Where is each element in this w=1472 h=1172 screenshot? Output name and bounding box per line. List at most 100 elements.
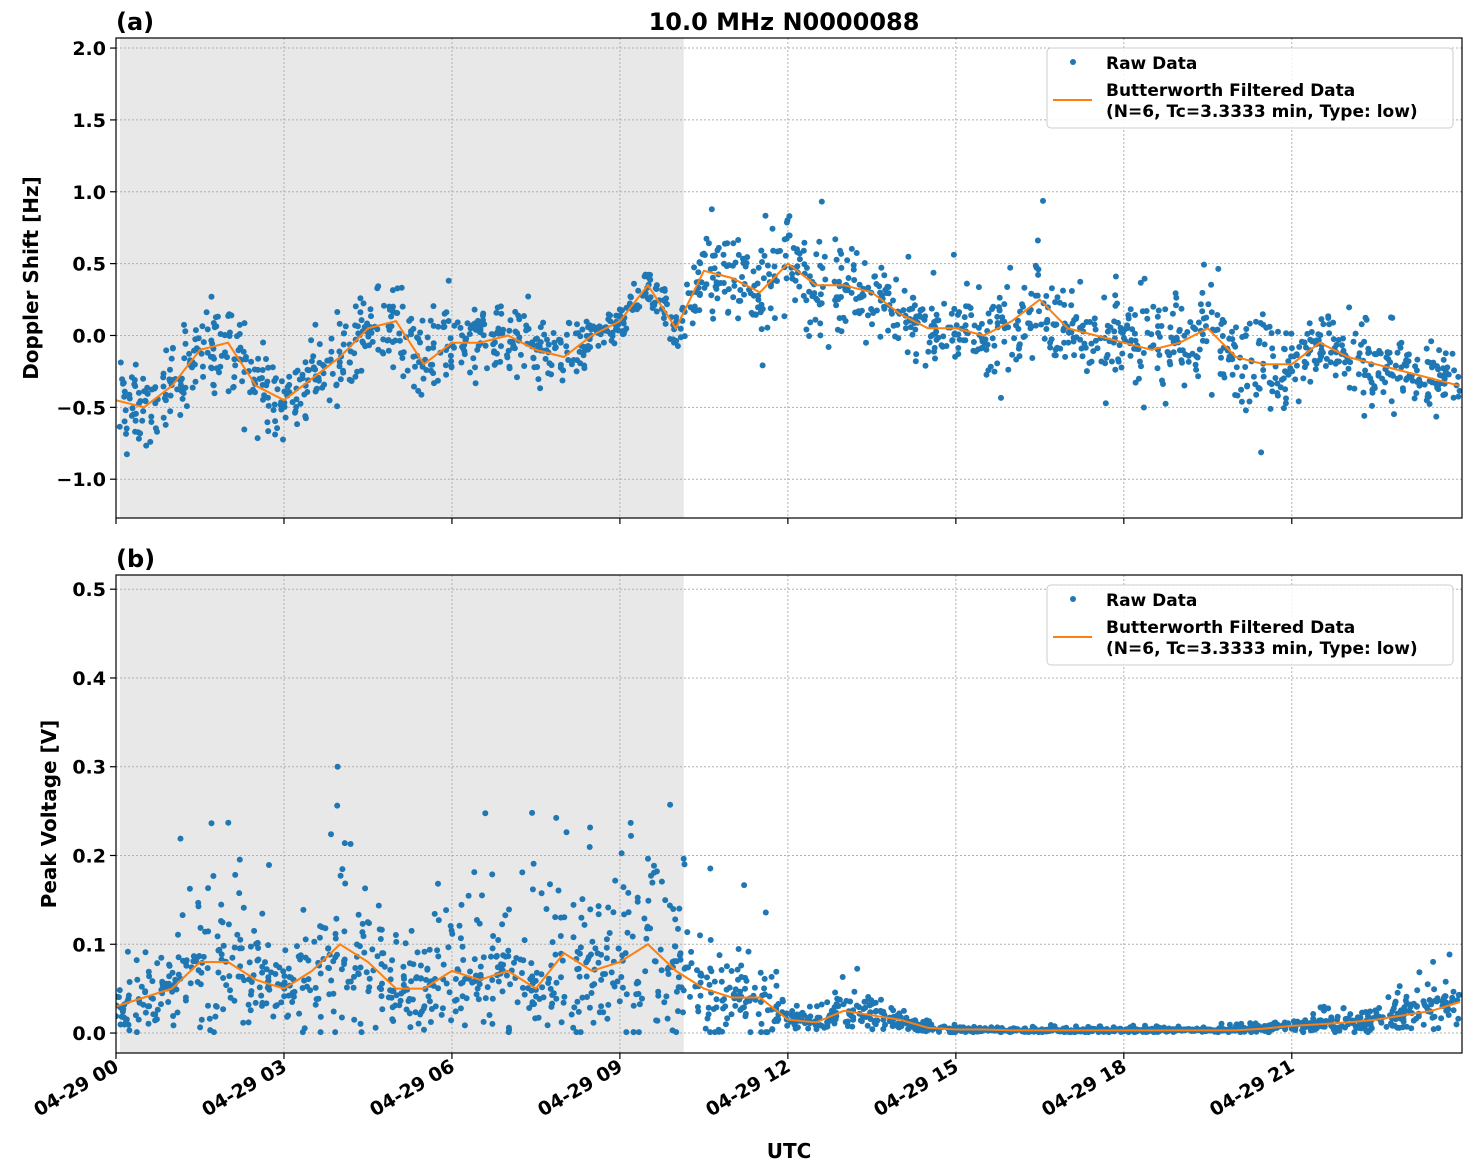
y-tick-label: 0.0 xyxy=(72,325,106,347)
raw-data-point xyxy=(504,354,511,361)
raw-data-point xyxy=(448,1017,455,1024)
raw-data-point xyxy=(798,1010,805,1017)
raw-data-point xyxy=(610,909,617,916)
raw-data-point xyxy=(724,240,731,247)
raw-data-point xyxy=(619,952,626,959)
raw-data-point xyxy=(1345,365,1352,372)
raw-data-point xyxy=(878,264,885,271)
raw-data-point xyxy=(126,1027,133,1034)
raw-data-point xyxy=(466,331,473,337)
raw-data-point xyxy=(186,885,193,892)
raw-data-point xyxy=(440,961,447,968)
raw-data-point xyxy=(560,999,567,1006)
raw-data-point xyxy=(285,965,292,972)
raw-data-point xyxy=(488,953,494,960)
raw-data-point xyxy=(870,310,877,316)
raw-data-point xyxy=(388,313,395,320)
raw-data-point xyxy=(458,901,465,908)
raw-data-point xyxy=(740,255,746,262)
raw-data-point xyxy=(1272,375,1279,381)
raw-data-point xyxy=(850,1016,857,1023)
raw-data-point xyxy=(132,383,139,390)
raw-data-point xyxy=(835,1003,842,1009)
raw-data-point xyxy=(928,305,935,312)
raw-data-point xyxy=(1391,411,1397,418)
raw-data-point xyxy=(443,309,450,316)
raw-data-point xyxy=(909,331,916,338)
raw-data-point xyxy=(877,289,884,296)
raw-data-point xyxy=(252,389,258,396)
raw-data-point xyxy=(1193,366,1200,373)
raw-data-point xyxy=(1116,342,1123,349)
raw-data-point xyxy=(861,260,868,266)
raw-data-point xyxy=(684,281,690,288)
raw-data-point xyxy=(1278,376,1285,383)
raw-data-point xyxy=(975,284,982,291)
raw-data-point xyxy=(469,979,476,986)
raw-data-point xyxy=(709,308,716,315)
raw-data-point xyxy=(803,326,810,333)
raw-data-point xyxy=(563,343,570,350)
raw-data-point xyxy=(726,984,733,991)
raw-data-point xyxy=(264,419,271,426)
raw-data-point xyxy=(393,992,400,999)
raw-data-point xyxy=(547,985,554,992)
raw-data-point xyxy=(1221,374,1228,381)
raw-data-point xyxy=(970,1029,977,1036)
raw-data-point xyxy=(1258,449,1265,456)
raw-data-point xyxy=(1420,1021,1427,1028)
raw-data-point xyxy=(488,331,495,338)
raw-data-point xyxy=(159,978,166,985)
raw-data-point xyxy=(777,247,783,254)
raw-data-point xyxy=(1137,279,1144,286)
raw-data-point xyxy=(232,871,239,878)
raw-data-point xyxy=(360,300,367,307)
raw-data-point xyxy=(925,348,932,355)
raw-data-point xyxy=(197,924,204,931)
raw-data-point xyxy=(612,877,619,884)
raw-data-point xyxy=(1404,375,1410,382)
raw-data-point xyxy=(1176,326,1183,333)
raw-data-point xyxy=(557,339,564,346)
raw-data-point xyxy=(252,999,259,1006)
raw-data-point xyxy=(1424,981,1431,988)
raw-data-point xyxy=(132,417,139,424)
raw-data-point xyxy=(696,307,703,314)
raw-data-point xyxy=(552,951,559,958)
raw-data-point xyxy=(1288,330,1295,337)
raw-data-point xyxy=(1346,384,1353,391)
raw-data-point xyxy=(594,950,601,957)
raw-data-point xyxy=(1091,315,1098,322)
raw-data-point xyxy=(506,906,512,913)
raw-data-point xyxy=(378,926,385,933)
raw-data-point xyxy=(509,338,516,345)
raw-data-point xyxy=(762,1029,769,1036)
raw-data-point xyxy=(737,988,744,995)
raw-data-point xyxy=(367,306,374,313)
raw-data-point xyxy=(1354,1014,1361,1021)
raw-data-point xyxy=(262,959,268,966)
raw-data-point xyxy=(270,1013,277,1020)
raw-data-point xyxy=(408,927,415,934)
raw-data-point xyxy=(273,962,279,968)
raw-data-point xyxy=(764,262,771,269)
raw-data-point xyxy=(414,949,421,956)
raw-data-point xyxy=(1047,344,1054,351)
raw-data-point xyxy=(548,1003,555,1010)
raw-data-point xyxy=(606,930,613,936)
raw-data-point xyxy=(166,962,173,969)
raw-data-point xyxy=(680,1009,686,1016)
raw-data-point xyxy=(430,344,437,351)
raw-data-point xyxy=(1342,359,1348,366)
raw-data-point xyxy=(1170,349,1177,356)
raw-data-point xyxy=(1016,342,1023,349)
raw-data-point xyxy=(1108,358,1115,365)
raw-data-point xyxy=(1453,1021,1460,1028)
raw-data-point xyxy=(143,442,150,449)
raw-data-point xyxy=(577,360,584,367)
raw-data-point xyxy=(237,936,244,943)
panel-label: (a) xyxy=(116,8,154,36)
raw-data-point xyxy=(272,375,279,382)
raw-data-point xyxy=(427,1019,434,1025)
